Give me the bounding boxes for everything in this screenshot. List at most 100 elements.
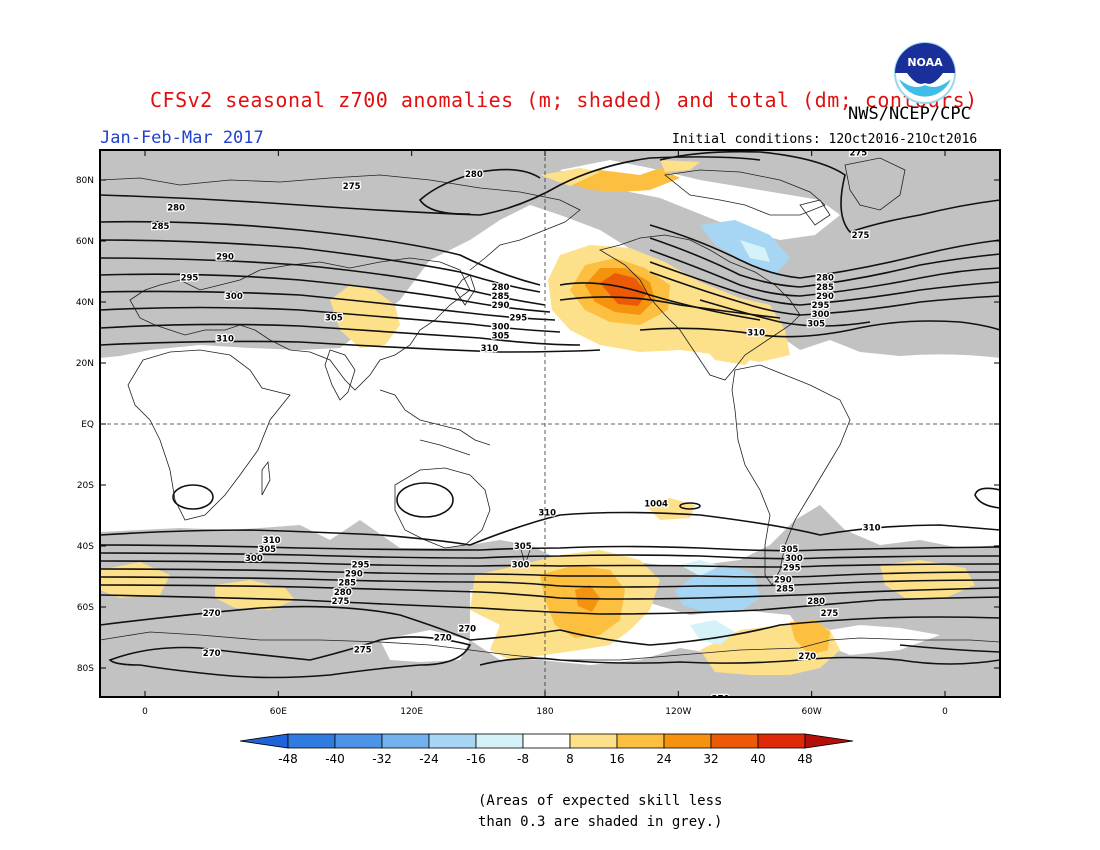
contour-label: 290	[216, 252, 234, 262]
contour-label: 280	[492, 283, 510, 293]
colorbar-tick-label: 48	[797, 752, 812, 766]
contour-label: 295	[509, 313, 527, 323]
colorbar-tick-label: -16	[466, 752, 486, 766]
contour-label: 285	[816, 283, 834, 293]
colorbar-low-arrow	[239, 733, 289, 749]
noaa-logo-icon: NOAA	[894, 42, 956, 104]
contour-label: 295	[181, 274, 199, 284]
contour-label: 275	[343, 182, 361, 192]
logo-text: NOAA	[907, 56, 943, 69]
colorbar-swatch	[616, 733, 665, 749]
lon-tick-label: 120E	[400, 707, 423, 717]
colorbar-swatch	[475, 733, 524, 749]
contour-label: 275	[332, 597, 350, 607]
colorbar-tick-label: 16	[609, 752, 624, 766]
contour-label: 300	[785, 554, 803, 564]
lat-tick-label: 20S	[77, 481, 94, 491]
lon-tick-label: 180	[536, 707, 553, 717]
colorbar-swatch	[428, 733, 477, 749]
contour-label: 305	[514, 542, 532, 552]
contour-label: 270	[798, 652, 816, 662]
lat-tick-label: 40S	[77, 542, 94, 552]
contour-label: 310	[263, 536, 281, 546]
contour-label: 305	[492, 332, 510, 342]
contour-label: 280	[807, 597, 825, 607]
colorbar-swatch	[334, 733, 383, 749]
contour-label: 280	[465, 170, 483, 180]
lat-tick-label: 80S	[77, 664, 94, 674]
contours-layer	[100, 150, 1000, 679]
colorbar: -48 -40 -32 -24 -16 -8 8 16 24 32 40 48	[239, 733, 854, 766]
contour-label: 310	[481, 344, 499, 354]
contour-label: 270	[203, 609, 221, 619]
contour-label: 290	[816, 292, 834, 302]
lat-tick-label: 40N	[76, 298, 94, 308]
contour-label: 290	[492, 301, 510, 311]
lon-tick-label: 0	[142, 707, 148, 717]
org-label: NWS/NCEP/CPC	[848, 104, 971, 124]
contour-label: 280	[816, 274, 834, 284]
map-title: CFSv2 seasonal z700 anomalies (m; shaded…	[150, 88, 978, 112]
lat-tick-label: 60S	[77, 603, 94, 613]
contour-label: 310	[538, 508, 556, 518]
contour-label: 300	[225, 292, 243, 302]
lon-tick-label: 120W	[665, 707, 691, 717]
contour-label: 270	[712, 695, 730, 705]
contour-label: 305	[807, 319, 825, 329]
lon-tick-label: 0	[942, 707, 948, 717]
lat-axis: 80N 60N 40N 20N EQ 20S 40S 60S 80S	[76, 176, 1000, 674]
lon-axis: 0 60E 120E 180 120W 60W 0	[142, 150, 948, 717]
lat-tick-label: 20N	[76, 359, 94, 369]
colorbar-high-arrow	[804, 733, 854, 749]
contour-label: 310	[863, 524, 881, 534]
colorbar-swatch	[663, 733, 712, 749]
colorbar-swatch	[710, 733, 759, 749]
contour-label: 300	[512, 560, 530, 570]
contour-label: 295	[352, 560, 370, 570]
colorbar-swatch	[569, 733, 618, 749]
skill-note-line-2: than 0.3 are shaded in grey.)	[478, 814, 723, 830]
contour-label: 290	[345, 569, 363, 579]
contour-labels-layer: 2802752852902953003053102802802852902953…	[150, 149, 881, 705]
lon-tick-label: 60W	[801, 707, 821, 717]
colorbar-tick-label: -8	[517, 752, 529, 766]
colorbar-tick-label: -24	[419, 752, 439, 766]
contour-label: 280	[167, 203, 185, 213]
contour-label: 285	[492, 292, 510, 302]
contour-label: 280	[334, 588, 352, 598]
contour-label: 295	[783, 563, 801, 573]
lat-tick-label: 80N	[76, 176, 94, 186]
lat-tick-label: 60N	[76, 237, 94, 247]
colorbar-tick-label: -48	[278, 752, 298, 766]
contour-label: 270	[203, 649, 221, 659]
season-label: Jan-Feb-Mar 2017	[100, 128, 264, 148]
contour-label: 275	[849, 149, 867, 159]
contour-label: 300	[492, 322, 510, 332]
lat-tick-label: EQ	[81, 420, 94, 430]
contour-label: 270	[458, 624, 476, 634]
contour-label: 275	[354, 646, 372, 656]
colorbar-tick-label: -40	[325, 752, 345, 766]
contour-label: 305	[325, 313, 343, 323]
colorbar-tick-label: -32	[372, 752, 392, 766]
colorbar-tick-label: 24	[656, 752, 671, 766]
contour-label: 310	[216, 335, 234, 345]
contour-label: 300	[812, 310, 830, 320]
contour-label: 285	[152, 222, 170, 232]
skill-note-line-1: (Areas of expected skill less	[478, 793, 723, 809]
contour-label: 1004	[644, 499, 668, 509]
colorbar-swatch	[522, 733, 571, 749]
contour-label: 300	[245, 554, 263, 564]
colorbar-tick-label: 8	[566, 752, 574, 766]
contour-label: 305	[781, 545, 799, 555]
contour-label: 285	[338, 579, 356, 589]
contour-label: 290	[774, 576, 792, 586]
contour-label: 270	[434, 634, 452, 644]
colorbar-swatch	[757, 733, 806, 749]
contour-label: 305	[258, 545, 276, 555]
contour-label: 295	[812, 301, 830, 311]
colorbar-tick-label: 32	[703, 752, 718, 766]
skill-note: (Areas of expected skill less than 0.3 a…	[478, 791, 722, 833]
contour-label: 275	[852, 231, 870, 241]
